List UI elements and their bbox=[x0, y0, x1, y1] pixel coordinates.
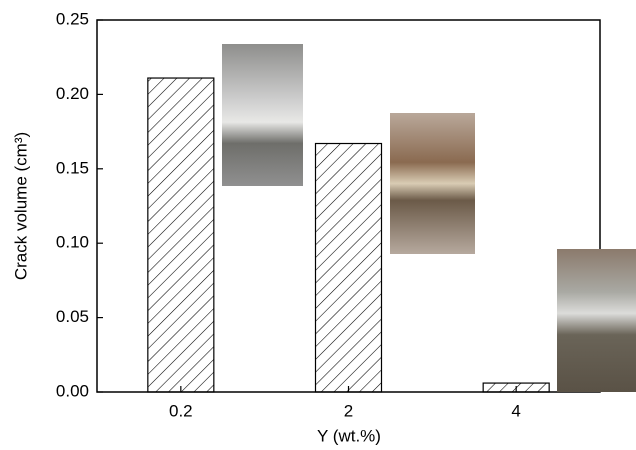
y-tick-label: 0.05 bbox=[56, 307, 89, 326]
x-tick-label: 0.2 bbox=[169, 401, 193, 420]
photo-inset bbox=[390, 113, 475, 254]
y-axis-label: Crack volume (cm³) bbox=[11, 132, 30, 280]
y-tick-label: 0.00 bbox=[56, 381, 89, 400]
plot-area bbox=[147, 77, 550, 393]
y-tick-label: 0.10 bbox=[56, 233, 89, 252]
photo-inset bbox=[557, 249, 636, 392]
bar bbox=[147, 77, 215, 393]
x-tick-label: 2 bbox=[344, 401, 353, 420]
x-axis-label: Y (wt.%) bbox=[317, 426, 381, 445]
y-tick-label: 0.15 bbox=[56, 158, 89, 177]
y-tick-label: 0.25 bbox=[56, 9, 89, 28]
y-tick-label: 0.20 bbox=[56, 84, 89, 103]
bar bbox=[314, 142, 383, 393]
x-tick-label: 4 bbox=[511, 401, 520, 420]
photo-inset bbox=[222, 44, 303, 186]
